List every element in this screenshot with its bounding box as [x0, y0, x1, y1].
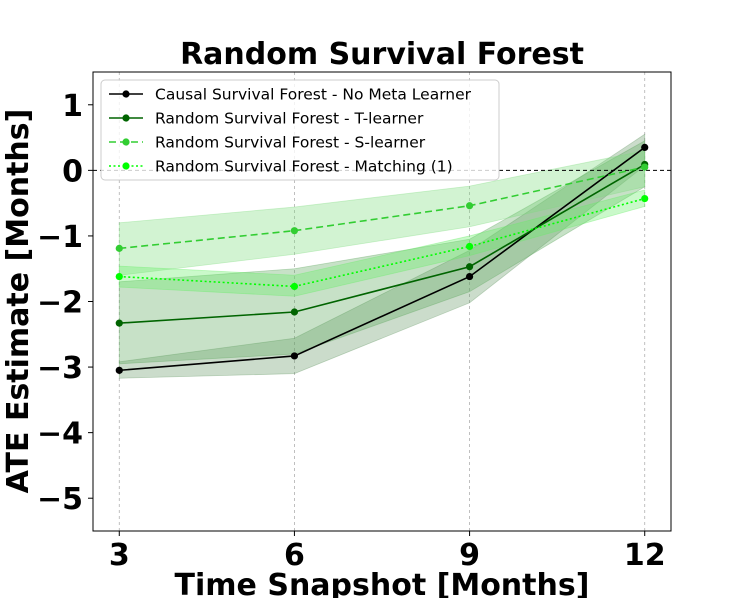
- x-ticks: 3 6 9 12: [109, 531, 666, 573]
- legend-label: Causal Survival Forest - No Meta Learner: [155, 86, 472, 104]
- data-point: [115, 272, 123, 281]
- data-point: [465, 242, 474, 251]
- grid: [118, 72, 646, 531]
- y-ticks: 1 0 −1 −2 −3 −4 −5: [37, 89, 93, 517]
- y-tick-label: 1: [62, 89, 83, 124]
- data-point: [641, 194, 649, 203]
- data-point: [290, 308, 299, 316]
- series-line: [119, 166, 645, 250]
- data-point: [290, 227, 299, 235]
- data-point: [115, 319, 123, 327]
- y-tick-label: 0: [62, 154, 83, 189]
- legend-label: Random Survival Forest - Matching (1): [155, 158, 453, 176]
- legend-label: Random Survival Forest - S-learner: [155, 134, 426, 152]
- confidence-band: [118, 140, 646, 365]
- confidence-band: [118, 150, 646, 276]
- legend-label: Random Survival Forest - T-learner: [155, 110, 424, 128]
- y-tick-label: −1: [37, 220, 83, 255]
- y-tick-label: −4: [37, 417, 83, 452]
- x-tick-label: 12: [624, 538, 666, 573]
- data-point: [465, 202, 474, 210]
- legend: Causal Survival Forest - No Meta Learner…: [100, 79, 500, 181]
- x-tick-label: 9: [459, 538, 480, 573]
- y-tick-label: −2: [37, 286, 83, 321]
- legend-marker: [122, 90, 130, 98]
- data-point: [641, 163, 649, 171]
- series-line: [119, 163, 646, 324]
- series-lines: [119, 146, 646, 372]
- legend-marker: [122, 162, 130, 170]
- data-point: [641, 143, 649, 152]
- data-point: [465, 263, 474, 271]
- data-point: [465, 272, 474, 281]
- y-axis-label: ATE Estimate [Months]: [1, 109, 36, 494]
- legend-marker: [122, 138, 130, 146]
- x-tick-label: 3: [109, 538, 130, 573]
- chart-title: Random Survival Forest: [180, 37, 584, 72]
- series-points: [115, 143, 649, 374]
- confidence-band: [118, 189, 646, 297]
- legend-box: [100, 79, 500, 181]
- legend-marker: [122, 114, 130, 122]
- x-tick-label: 6: [284, 538, 305, 573]
- data-point: [290, 352, 299, 360]
- data-point: [115, 244, 123, 252]
- series-line: [119, 146, 646, 372]
- y-tick-label: −3: [37, 351, 83, 386]
- data-point: [290, 282, 299, 291]
- data-point: [115, 366, 123, 374]
- x-axis-label: Time Snapshot [Months]: [175, 568, 590, 598]
- series-line: [119, 197, 645, 288]
- y-tick-label: −5: [37, 482, 83, 517]
